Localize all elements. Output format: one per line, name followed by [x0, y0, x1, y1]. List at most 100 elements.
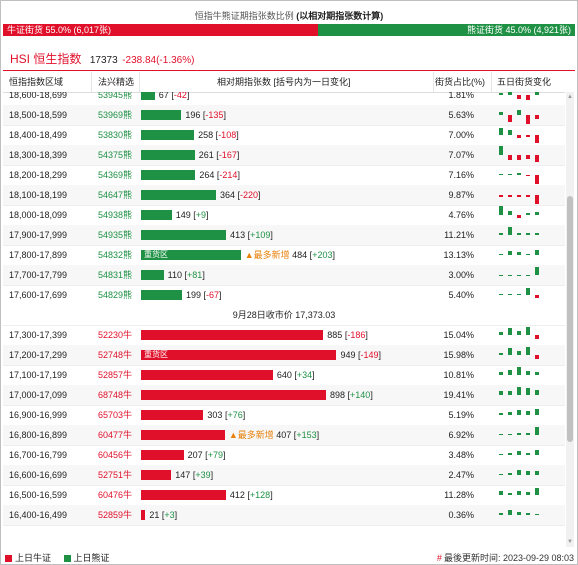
table-row[interactable]: 17,700-17,799 54831熊 110 [+81] 3.00%	[3, 265, 565, 286]
table-row[interactable]: 16,900-16,999 65703牛 303 [+76] 5.19%	[3, 405, 565, 426]
sparkline-bar	[517, 135, 521, 138]
warrant-code-link[interactable]: 65703牛	[98, 410, 133, 420]
range-cell: 17,100-17,199	[9, 370, 68, 380]
warrant-code-link[interactable]: 53830熊	[98, 130, 133, 140]
warrant-code-link[interactable]: 54831熊	[98, 270, 133, 280]
sparkline-bar	[535, 408, 539, 415]
warrant-code-link[interactable]: 52748牛	[98, 350, 133, 360]
warrant-code-link[interactable]: 54369熊	[98, 170, 133, 180]
contracts-bar: 重货区	[141, 350, 337, 360]
table-row[interactable]: 18,100-18,199 54647熊 364 [-220] 9.87%	[3, 185, 565, 206]
range-cell: 16,900-16,999	[9, 410, 68, 420]
warrant-code-link[interactable]: 53969熊	[98, 110, 133, 120]
contracts-amount: 949	[340, 350, 356, 360]
sparkline-bar	[499, 275, 503, 276]
five-day-sparkline	[499, 225, 549, 245]
five-day-sparkline	[499, 485, 549, 505]
warrant-code-link[interactable]: 60456牛	[98, 450, 133, 460]
warrant-code-link[interactable]: 54935熊	[98, 230, 133, 240]
sparkline-bar	[517, 433, 521, 435]
table-row[interactable]: 18,500-18,599 53969熊 196 [-135] 5.63%	[3, 105, 565, 126]
sparkline-bar	[508, 434, 512, 436]
table-row[interactable]: 17,800-17,899 54832熊 重货区 ▲最多新增 484 [+203] 13…	[3, 245, 565, 266]
daily-change: -67	[206, 290, 220, 300]
sparkline-bar	[526, 346, 530, 355]
sparkline-bar	[535, 449, 539, 455]
sparkline-bar	[526, 492, 530, 495]
table-row[interactable]: 16,500-16,599 60476牛 412 [+128] 11.28%	[3, 485, 565, 506]
table-row[interactable]: 18,400-18,499 53830熊 258 [-108] 7.00%	[3, 125, 565, 146]
warrant-code-link[interactable]: 52751牛	[98, 470, 133, 480]
table-scrollbar[interactable]: ▲ ▼	[566, 92, 574, 547]
table-row[interactable]: 17,000-17,099 68748牛 898 [+140] 19.41%	[3, 385, 565, 406]
warrant-code-link[interactable]: 54375熊	[98, 150, 133, 160]
warrant-code-link[interactable]: 52859牛	[98, 510, 133, 520]
scroll-up-arrow-icon[interactable]: ▲	[567, 94, 573, 100]
sparkline-bar	[508, 453, 512, 455]
scroll-down-arrow-icon[interactable]: ▼	[567, 539, 573, 545]
table-row[interactable]: 17,300-17,399 52230牛 885 [-186] 15.04%	[3, 325, 565, 346]
warrant-code-link[interactable]: 54832熊	[98, 250, 133, 260]
table-row[interactable]: 16,700-16,799 60456牛 207 [+79] 3.48%	[3, 445, 565, 466]
warrant-code-link[interactable]: 54938熊	[98, 210, 133, 220]
warrant-code-link[interactable]: 52857牛	[98, 370, 133, 380]
table-row[interactable]: 18,000-18,099 54938熊 149 [+9] 4.76%	[3, 205, 565, 226]
ratio-title: 恒指牛熊证期指张数比例 (以相对期指张数计算)	[0, 9, 578, 22]
table-row[interactable]: 16,800-16,899 60477牛 ▲最多新增 407 [+153] 6.92%	[3, 425, 565, 446]
index-name[interactable]: HSI 恒生指数	[10, 52, 82, 66]
scroll-thumb[interactable]	[567, 196, 573, 442]
table-row[interactable]: 18,300-18,399 54375熊 261 [-167] 7.07%	[3, 145, 565, 166]
sparkline-bar	[508, 250, 512, 255]
warrant-code-link[interactable]: 53945熊	[98, 92, 133, 100]
sparkline-bar	[508, 195, 512, 197]
contracts-bar	[141, 330, 324, 340]
table-row[interactable]: 17,900-17,999 54935熊 413 [+109] 11.21%	[3, 225, 565, 246]
sparkline-bar	[499, 353, 503, 355]
warrant-code-link[interactable]: 60477牛	[98, 430, 133, 440]
sparkline-bar	[526, 411, 530, 415]
sparkline-bar	[517, 95, 521, 99]
five-day-sparkline	[499, 325, 549, 345]
outstanding-pct: 3.00%	[448, 270, 474, 280]
sparkline-bar	[517, 215, 521, 218]
sparkline-bar	[517, 451, 521, 455]
table-row[interactable]: 16,400-16,499 52859牛 21 [+3] 0.36%	[3, 505, 565, 526]
index-change: -238.84(-1.36%)	[122, 55, 195, 66]
table-row[interactable]: 17,200-17,299 52748牛 重货区 949 [-149] 15.98%	[3, 345, 565, 366]
sparkline-bar	[517, 386, 521, 395]
outstanding-pct: 7.07%	[448, 150, 474, 160]
sparkline-bar	[508, 210, 512, 215]
range-cell: 18,100-18,199	[9, 190, 68, 200]
sparkline-bar	[508, 129, 512, 135]
table-row[interactable]: 18,200-18,299 54369熊 264 [-214] 7.16%	[3, 165, 565, 186]
warrant-code-link[interactable]: 52230牛	[98, 330, 133, 340]
five-day-sparkline	[499, 165, 549, 185]
outstanding-pct: 2.47%	[448, 470, 474, 480]
five-day-sparkline	[499, 145, 549, 165]
last-updated-text: 最後更新时间: 2023-09-29 08:03	[443, 553, 574, 563]
outstanding-pct: 5.19%	[448, 410, 474, 420]
table-row[interactable]: 18,600-18,699 53945熊 67 [-42] 1.81%	[3, 92, 565, 106]
contracts-bar	[141, 290, 182, 300]
contracts-amount: 149	[175, 210, 191, 220]
table-row[interactable]: 16,600-16,699 52751牛 147 [+39] 2.47%	[3, 465, 565, 486]
outstanding-pct: 5.63%	[448, 110, 474, 120]
table-body[interactable]: 18,600-18,699 53945熊 67 [-42] 1.81% 18,500-1…	[3, 92, 565, 547]
sparkline-bar	[499, 454, 503, 456]
contracts-amount: 264	[199, 170, 215, 180]
sparkline-bar	[535, 389, 539, 395]
warrant-code-link[interactable]: 54829熊	[98, 290, 133, 300]
warrant-code-link[interactable]: 54647熊	[98, 190, 133, 200]
table-row[interactable]: 17,600-17,699 54829熊 199 [-67] 5.40%	[3, 285, 565, 306]
daily-change: +153	[296, 430, 317, 440]
sparkline-bar	[499, 233, 503, 235]
five-day-sparkline	[499, 345, 549, 365]
sparkline-bar	[526, 287, 530, 295]
warrant-code-link[interactable]: 60476牛	[98, 490, 133, 500]
index-quote: HSI 恒生指数 17373 -238.84(-1.36%)	[10, 51, 194, 67]
daily-change: -186	[347, 330, 366, 340]
range-cell: 16,500-16,599	[9, 490, 68, 500]
warrant-code-link[interactable]: 68748牛	[98, 390, 133, 400]
outstanding-pct: 0.36%	[448, 510, 474, 520]
table-row[interactable]: 17,100-17,199 52857牛 640 [+34] 10.81%	[3, 365, 565, 386]
